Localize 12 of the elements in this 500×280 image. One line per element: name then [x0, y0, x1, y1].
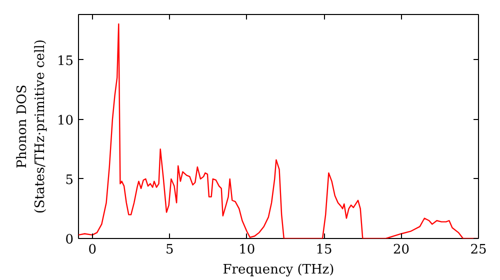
x-axis-title: Frequency (THz) [222, 262, 334, 278]
x-tick-label: 15 [316, 242, 332, 258]
y-tick-label: 10 [56, 113, 74, 128]
y-axis-title: Phonon DOS (States/THz·primitive cell) [14, 39, 48, 214]
x-tick-label: 25 [470, 242, 487, 258]
x-tick-label: 5 [165, 242, 174, 258]
y-tick-label: 15 [56, 54, 74, 69]
x-tick-label: 20 [393, 242, 410, 258]
x-tick-label: 0 [88, 242, 97, 258]
y-tick-label: 0 [65, 232, 74, 248]
y-tick-label: 5 [65, 172, 74, 188]
x-tick-label: 10 [238, 242, 256, 258]
